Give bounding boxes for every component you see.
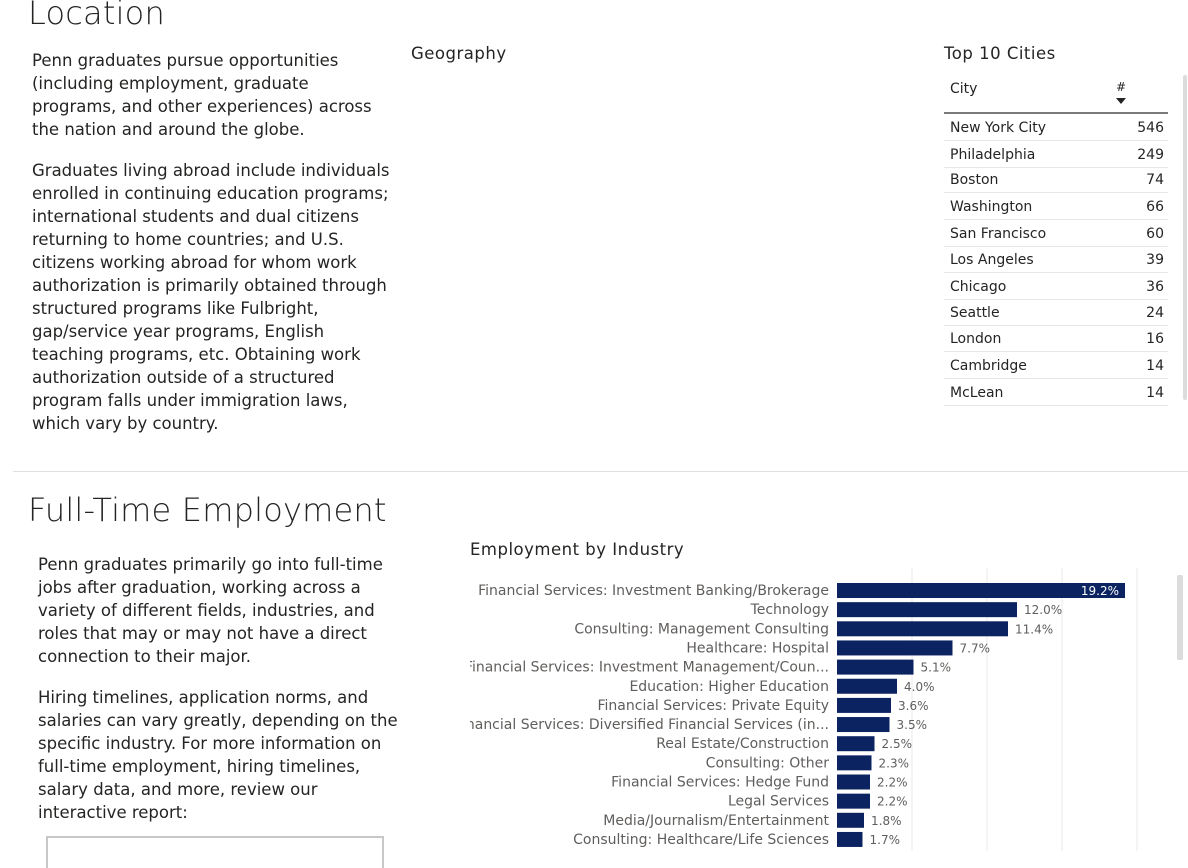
bar[interactable] — [837, 831, 863, 847]
table-row[interactable]: San Francisco 60 — [944, 220, 1168, 247]
city-name: Cambridge — [950, 358, 1027, 374]
city-name: London — [950, 331, 1002, 347]
bar[interactable] — [837, 793, 870, 809]
city-name: Boston — [950, 172, 999, 188]
city-count: 14 — [1146, 385, 1164, 401]
city-count: 14 — [1146, 358, 1164, 374]
employment-text: Penn graduates primarily go into full-ti… — [38, 553, 408, 824]
city-count: 16 — [1146, 331, 1164, 347]
city-name: Los Angeles — [950, 252, 1034, 268]
count-column-header[interactable]: # — [1116, 80, 1127, 94]
data-label: 2.3% — [879, 756, 910, 770]
table-scrollbar[interactable] — [1183, 75, 1187, 400]
data-label: 11.4% — [1015, 622, 1053, 636]
category-label: Consulting: Management Consulting — [574, 621, 829, 637]
data-label: 4.0% — [904, 680, 935, 694]
employment-heading: Full-Time Employment — [28, 491, 387, 529]
table-row[interactable]: Los Angeles 39 — [944, 246, 1168, 273]
data-label: 3.5% — [897, 718, 928, 732]
category-label: Financial Services: Diversified Financia… — [470, 717, 829, 733]
category-label: Consulting: Other — [706, 755, 830, 771]
category-label: Legal Services — [728, 794, 829, 810]
category-label: Consulting: Healthcare/Life Sciences — [573, 832, 829, 848]
data-label: 1.8% — [871, 814, 902, 828]
data-label: 12.0% — [1024, 603, 1062, 617]
city-count: 39 — [1146, 252, 1164, 268]
table-row[interactable]: McLean 14 — [944, 379, 1168, 406]
bar[interactable] — [837, 621, 1008, 637]
city-count: 66 — [1146, 199, 1164, 215]
employment-paragraph-2: Hiring timelines, application norms, and… — [38, 688, 398, 822]
bar[interactable] — [837, 736, 875, 752]
category-label: Technology — [750, 602, 829, 618]
data-label: 3.6% — [898, 699, 929, 713]
category-label: Financial Services: Hedge Fund — [611, 775, 829, 791]
table-row[interactable]: Chicago 36 — [944, 273, 1168, 300]
bar[interactable] — [837, 640, 953, 656]
industry-bar-chart: Financial Services: Investment Banking/B… — [470, 568, 1138, 851]
top-cities-title: Top 10 Cities — [944, 44, 1056, 63]
city-count: 546 — [1137, 120, 1164, 136]
city-count: 249 — [1137, 147, 1164, 163]
data-label: 19.2% — [1081, 584, 1119, 598]
category-label: Financial Services: Private Equity — [598, 698, 830, 714]
sort-descending-icon[interactable] — [1116, 98, 1126, 104]
city-name: Chicago — [950, 279, 1007, 295]
bar[interactable] — [837, 717, 890, 733]
interactive-report-embed[interactable] — [46, 836, 384, 868]
table-row[interactable]: Philadelphia 249 — [944, 141, 1168, 168]
data-label: 2.5% — [882, 737, 913, 751]
city-column-header[interactable]: City — [950, 81, 978, 97]
table-row[interactable]: London 16 — [944, 325, 1168, 352]
category-label: Financial Services: Investment Managemen… — [470, 660, 829, 676]
top-cities-header: City # — [944, 78, 1168, 114]
location-heading: Location — [28, 0, 165, 32]
bar[interactable] — [837, 697, 891, 713]
table-row[interactable]: Washington 66 — [944, 193, 1168, 220]
data-label: 7.7% — [960, 641, 991, 655]
category-label: Financial Services: Investment Banking/B… — [478, 583, 829, 599]
city-count: 74 — [1146, 172, 1164, 188]
location-paragraph-2: Graduates living abroad include individu… — [32, 161, 390, 433]
bar[interactable] — [837, 583, 1125, 598]
employment-paragraph-1: Penn graduates primarily go into full-ti… — [38, 555, 383, 666]
table-row[interactable]: Boston 74 — [944, 166, 1168, 193]
data-label: 1.7% — [870, 833, 901, 847]
city-count: 36 — [1146, 279, 1164, 295]
section-divider — [13, 471, 1188, 472]
table-row[interactable]: New York City 546 — [944, 114, 1168, 141]
bar[interactable] — [837, 678, 897, 694]
category-label: Media/Journalism/Entertainment — [603, 813, 829, 829]
city-name: Washington — [950, 199, 1033, 215]
chart-title: Employment by Industry — [470, 540, 685, 559]
location-text: Penn graduates pursue opportunities (inc… — [32, 49, 392, 435]
city-name: Seattle — [950, 305, 1000, 321]
city-name: Philadelphia — [950, 147, 1036, 163]
geography-title: Geography — [411, 44, 507, 63]
city-name: New York City — [950, 120, 1046, 136]
bar[interactable] — [837, 774, 870, 790]
table-row[interactable]: Cambridge 14 — [944, 352, 1168, 379]
city-name: San Francisco — [950, 226, 1047, 242]
data-label: 2.2% — [877, 776, 908, 790]
table-row[interactable]: Seattle 24 — [944, 299, 1168, 326]
location-paragraph-1: Penn graduates pursue opportunities (inc… — [32, 51, 372, 139]
bar[interactable] — [837, 755, 872, 771]
category-label: Healthcare: Hospital — [686, 640, 829, 656]
city-count: 60 — [1146, 226, 1164, 242]
chart-scrollbar[interactable] — [1177, 575, 1183, 660]
category-label: Real Estate/Construction — [656, 736, 829, 752]
bar[interactable] — [837, 659, 914, 675]
bar[interactable] — [837, 602, 1017, 618]
city-count: 24 — [1146, 305, 1164, 321]
category-label: Education: Higher Education — [629, 679, 829, 695]
data-label: 5.1% — [921, 661, 952, 675]
data-label: 2.2% — [877, 795, 908, 809]
city-name: McLean — [950, 385, 1004, 401]
bar[interactable] — [837, 812, 864, 828]
geography-map[interactable] — [411, 72, 911, 432]
